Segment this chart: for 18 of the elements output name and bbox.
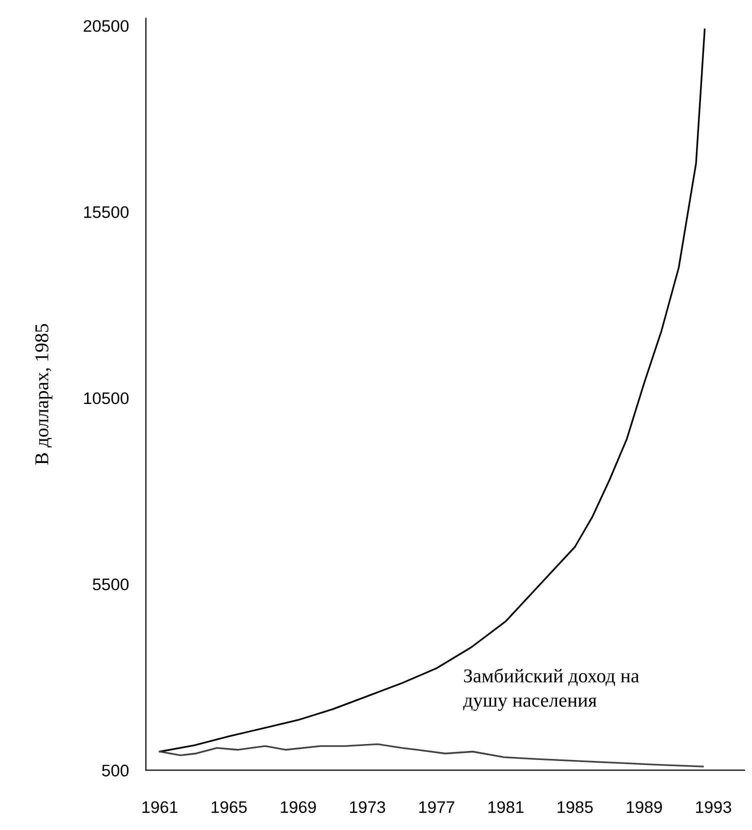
- y-tick-label: 10500: [84, 392, 129, 404]
- y-tick-label: 500: [102, 764, 129, 776]
- x-tick-label: 1985: [558, 801, 593, 814]
- x-tick-label: 1961: [142, 801, 178, 814]
- x-tick-label: 1969: [280, 801, 316, 814]
- x-tick-label: 1973: [350, 801, 386, 814]
- line-series: [158, 28, 706, 752]
- y-tick-label: 5500: [92, 578, 129, 590]
- x-tick-label: 1977: [419, 801, 454, 814]
- annotation: Замбийский доход на душу населения: [463, 668, 640, 711]
- y-tick-label: 20500: [84, 20, 129, 32]
- x-tick-label: 1965: [212, 801, 247, 814]
- line-series: [158, 743, 704, 768]
- x-tick-label: 1993: [696, 801, 732, 814]
- x-tick-label: 1989: [626, 801, 662, 814]
- x-tick-label: 1981: [488, 801, 524, 814]
- y-tick-label: 15500: [84, 206, 129, 218]
- y-axis-title: В долларах, 1985: [35, 324, 52, 465]
